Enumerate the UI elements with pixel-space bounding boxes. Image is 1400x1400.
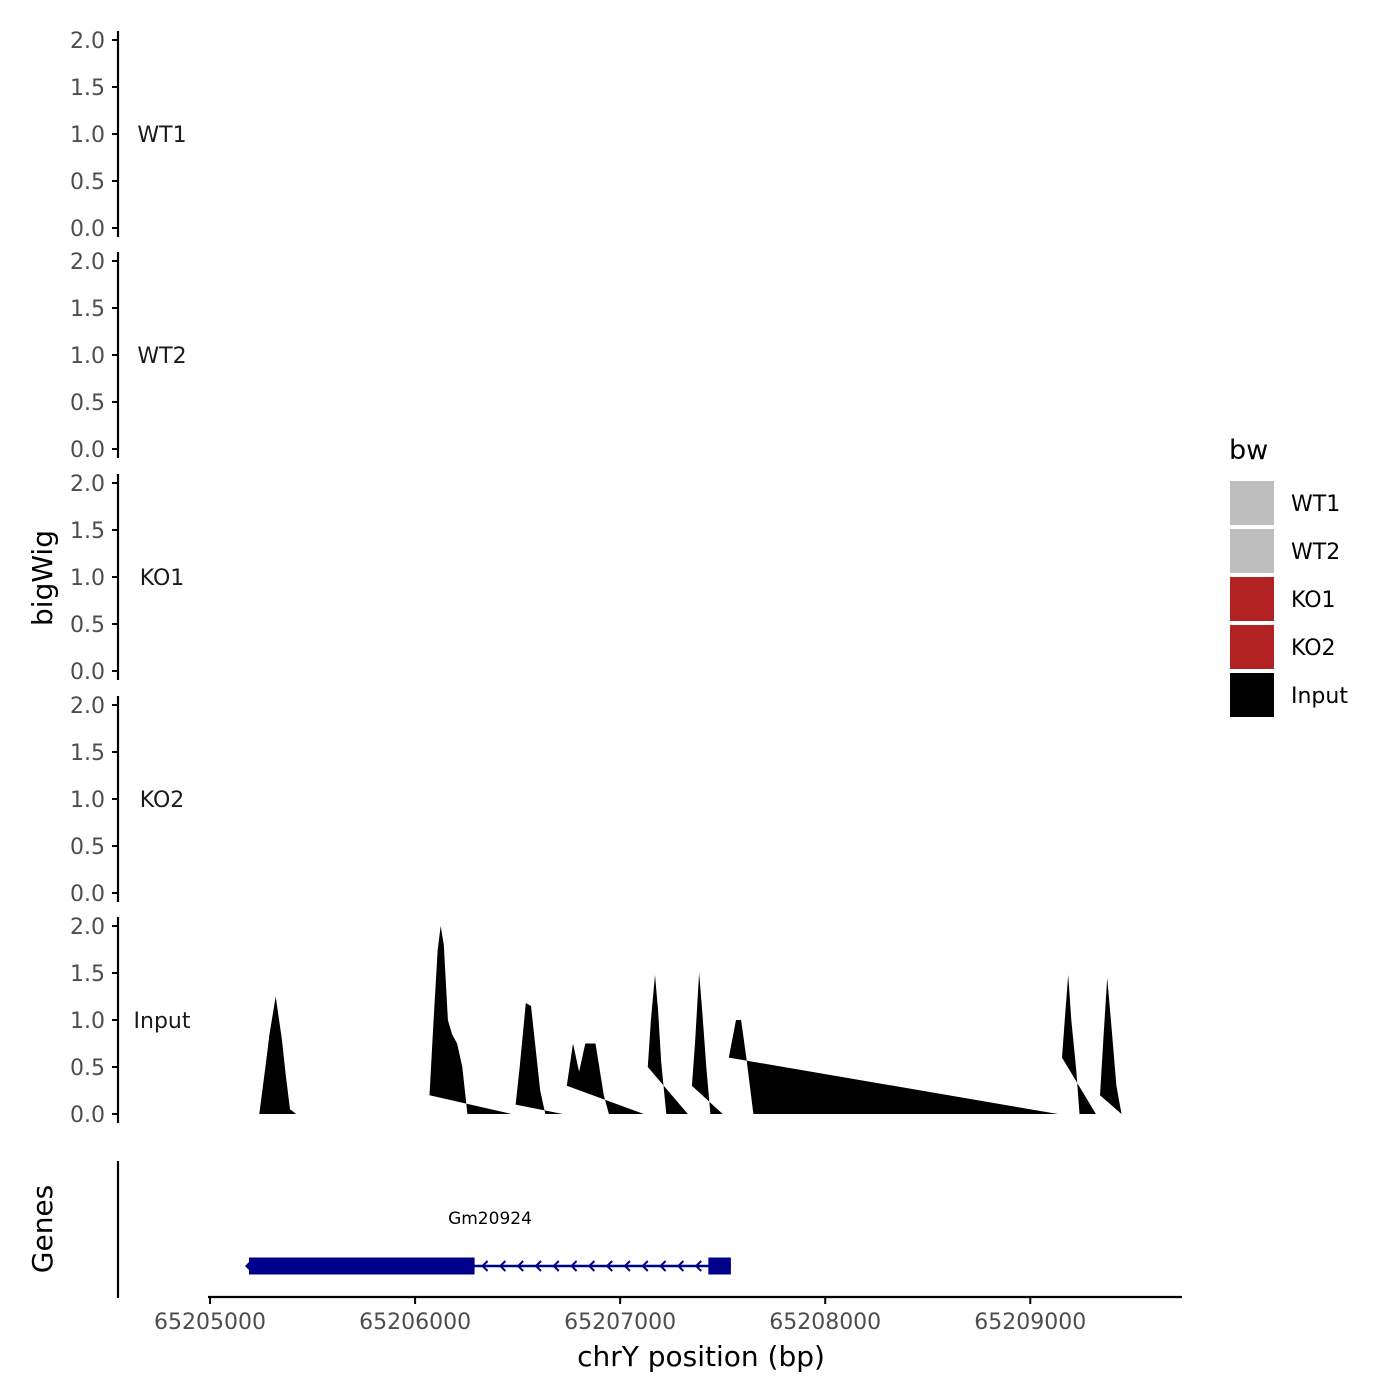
gene-exon [249, 1257, 475, 1275]
y-tick-label: 0.5 [70, 1056, 105, 1081]
y-tick-label: 0.0 [70, 660, 105, 685]
coverage-peak [728, 1020, 1058, 1114]
legend: bw WT1 WT2 KO1 KO2 Input [1229, 435, 1348, 717]
x-tick-label: 65205000 [154, 1310, 266, 1335]
coverage-peak [1062, 974, 1096, 1114]
y-tick-label: 1.5 [70, 962, 105, 987]
track-label: Input [134, 1009, 191, 1034]
legend-swatch-ko2 [1230, 625, 1274, 669]
y-tick-label: 1.0 [70, 788, 105, 813]
y-tick-label: 0.5 [70, 613, 105, 638]
track-label: KO2 [140, 788, 185, 813]
y-tick-label: 2.0 [70, 472, 105, 497]
gene-strand-arrow [570, 1260, 578, 1272]
coverage-peak [647, 974, 688, 1114]
y-tick-label: 1.0 [70, 344, 105, 369]
y-tick-label: 1.0 [70, 1009, 105, 1034]
y-tick-label: 1.0 [70, 566, 105, 591]
y-tick-label: 1.5 [70, 741, 105, 766]
coverage-peak [566, 1043, 644, 1114]
y-tick-label: 0.0 [70, 882, 105, 907]
gene-strand-arrow [245, 1260, 252, 1272]
coverage-peak [429, 926, 512, 1114]
gene-strand-arrow [481, 1260, 489, 1272]
legend-label-wt1: WT1 [1291, 492, 1340, 517]
x-axis-title: chrY position (bp) [577, 1340, 825, 1373]
legend-swatch-ko1 [1230, 577, 1274, 621]
legend-swatch-wt1 [1230, 481, 1274, 525]
gene-exon [708, 1257, 731, 1275]
legend-label-ko1: KO1 [1291, 588, 1336, 613]
legend-swatch-input [1230, 673, 1274, 717]
y-tick-label: 1.5 [70, 519, 105, 544]
y-tick-label: 0.0 [70, 1103, 105, 1128]
legend-label-wt2: WT2 [1291, 540, 1340, 565]
track-ko2: 0.0 0.5 1.0 1.5 2.0 KO2 [70, 694, 184, 907]
y-tick-label: 2.0 [70, 250, 105, 275]
y-tick-label: 0.5 [70, 835, 105, 860]
x-axis: 65205000 65206000 65207000 65208000 65209000 [154, 1295, 1182, 1335]
gene-label: Gm20924 [448, 1209, 532, 1229]
x-tick-label: 65207000 [564, 1310, 676, 1335]
legend-label-ko2: KO2 [1291, 636, 1336, 661]
x-tick-label: 65208000 [769, 1310, 881, 1335]
coverage-peak [691, 973, 723, 1114]
y-axis-title: bigWig [26, 530, 59, 626]
y-tick-label: 0.5 [70, 391, 105, 416]
x-tick-label: 65209000 [974, 1310, 1086, 1335]
gene-strand-arrow [552, 1260, 560, 1272]
gene-strand-arrow [534, 1260, 542, 1272]
genes-track: Gm20924 [116, 1161, 731, 1298]
track-wt1: 0.0 0.5 1.0 1.5 2.0 WT1 [70, 29, 187, 242]
y-tick-label: 1.5 [70, 297, 105, 322]
x-tick-label: 65206000 [359, 1310, 471, 1335]
gene-strand-arrow [676, 1260, 685, 1272]
track-label: KO1 [140, 566, 185, 591]
coverage-peak [1100, 977, 1122, 1114]
legend-label-input: Input [1291, 684, 1348, 709]
y-tick-label: 0.5 [70, 170, 105, 195]
gene-strand-arrow [623, 1260, 631, 1272]
legend-swatch-wt2 [1230, 529, 1274, 573]
coverage-peak [515, 1003, 563, 1114]
y-tick-label: 1.0 [70, 123, 105, 148]
legend-title: bw [1229, 435, 1268, 466]
track-ko1: 0.0 0.5 1.0 1.5 2.0 KO1 [70, 472, 184, 685]
y-tick-label: 2.0 [70, 694, 105, 719]
coverage-peak [259, 996, 427, 1114]
gene-strand-arrow [498, 1260, 507, 1272]
y-tick-label: 2.0 [70, 29, 105, 54]
y-tick-label: 0.0 [70, 217, 105, 242]
track-label: WT1 [137, 123, 186, 148]
track-input: 0.0 0.5 1.0 1.5 2.0 Input [70, 915, 1122, 1128]
genes-axis-title: Genes [26, 1185, 59, 1273]
track-wt2: 0.0 0.5 1.0 1.5 2.0 WT2 [70, 250, 187, 463]
track-label: WT2 [137, 344, 186, 369]
gene-strand-arrow [659, 1260, 667, 1272]
y-tick-label: 2.0 [70, 915, 105, 940]
gene-strand-arrow [641, 1260, 649, 1272]
y-tick-label: 0.0 [70, 438, 105, 463]
y-tick-label: 1.5 [70, 76, 105, 101]
gene-strand-arrow [694, 1260, 702, 1272]
tracks-group: 0.00.51.01.52.0WT10.00.51.01.52.0WT20.00… [70, 29, 1122, 1128]
gene-strand-arrow [516, 1260, 524, 1272]
gene-strand-arrow [587, 1260, 596, 1272]
gene-strand-arrow [605, 1260, 613, 1272]
